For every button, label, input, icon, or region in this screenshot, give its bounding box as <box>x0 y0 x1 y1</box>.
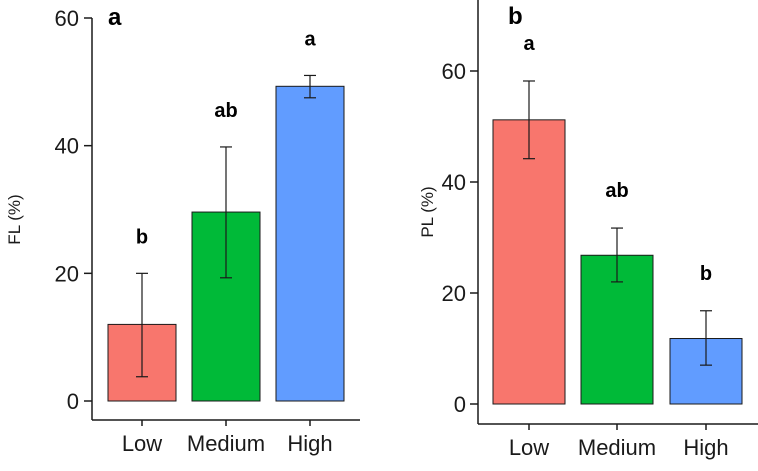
y-tick-label: 20 <box>55 261 79 286</box>
y-axis-title: PL (%) <box>418 186 437 237</box>
x-tick-label: High <box>683 435 728 460</box>
significance-label: ab <box>605 180 628 202</box>
significance-label: ab <box>214 100 237 122</box>
panel-label: b <box>508 3 523 30</box>
panel-label: a <box>108 4 122 31</box>
panel-a: b ab a 0 20 40 60 Low Medium High FL (%) a <box>5 4 360 456</box>
x-tick-label: Low <box>509 435 549 460</box>
panel-b: a ab b 0 20 40 60 Low Medium High PL (%) b <box>418 0 758 460</box>
significance-label: b <box>136 226 148 248</box>
x-tick-label: Low <box>122 431 162 456</box>
x-tick-label: High <box>287 431 332 456</box>
y-tick-label: 40 <box>55 134 79 159</box>
x-tick-label: Medium <box>187 431 265 456</box>
significance-label: b <box>700 263 712 285</box>
y-tick-label: 0 <box>67 389 79 414</box>
y-tick-label: 60 <box>55 6 79 31</box>
y-tick-label: 0 <box>454 392 466 417</box>
bar-low <box>492 119 566 405</box>
significance-label: a <box>304 28 316 50</box>
x-tick-label: Medium <box>578 435 656 460</box>
y-tick-label: 20 <box>442 281 466 306</box>
significance-label: a <box>523 33 535 55</box>
bar-high <box>275 85 345 402</box>
y-axis-title: FL (%) <box>5 194 24 244</box>
y-tick-label: 40 <box>442 170 466 195</box>
y-tick-label: 60 <box>442 59 466 84</box>
